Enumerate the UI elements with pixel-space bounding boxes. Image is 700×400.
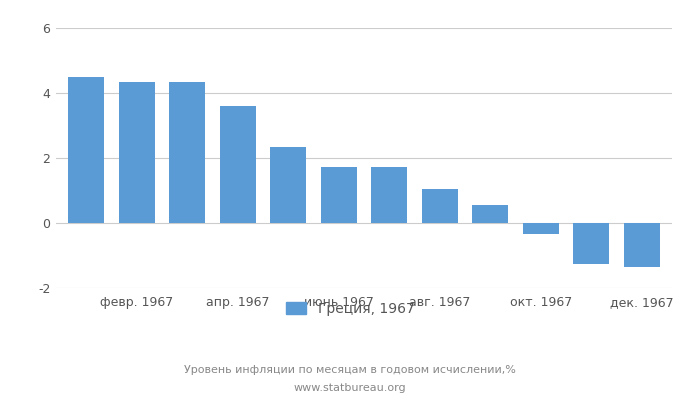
Text: Уровень инфляции по месяцам в годовом исчислении,%: Уровень инфляции по месяцам в годовом ис… bbox=[184, 365, 516, 375]
Text: www.statbureau.org: www.statbureau.org bbox=[294, 383, 406, 393]
Bar bbox=[472, 205, 508, 223]
Legend: Греция, 1967: Греция, 1967 bbox=[280, 296, 420, 321]
Bar bbox=[421, 189, 458, 223]
Bar bbox=[321, 167, 357, 223]
Bar bbox=[270, 147, 307, 223]
Bar bbox=[573, 223, 610, 264]
Bar bbox=[624, 223, 660, 267]
Bar bbox=[522, 223, 559, 234]
Bar bbox=[169, 82, 206, 223]
Bar bbox=[220, 106, 256, 223]
Bar bbox=[371, 167, 407, 223]
Bar bbox=[118, 82, 155, 223]
Bar bbox=[68, 77, 104, 223]
